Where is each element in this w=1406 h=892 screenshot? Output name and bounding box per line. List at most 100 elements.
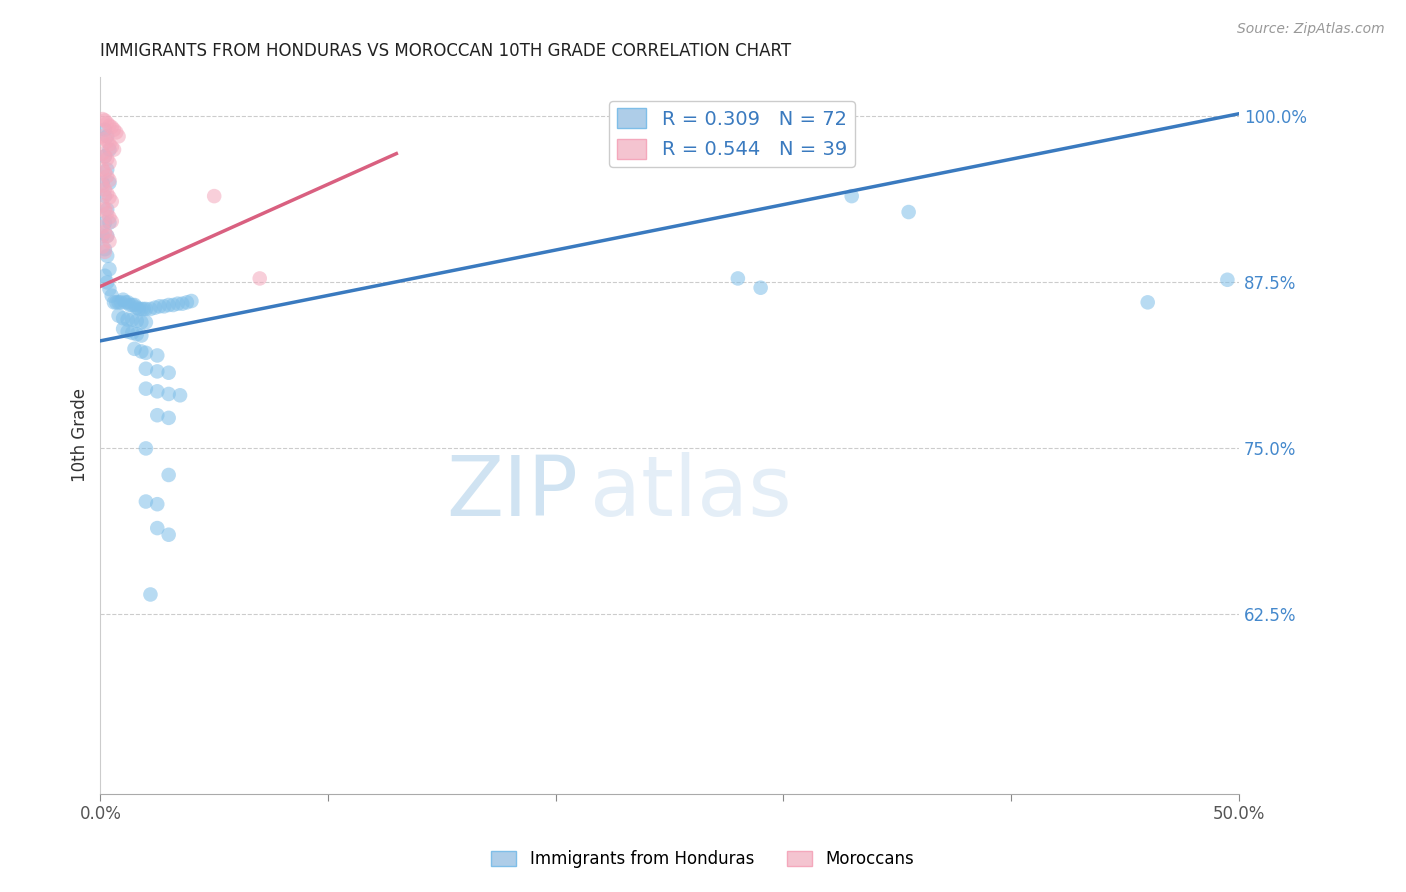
Point <box>153 299 176 313</box>
Point <box>96 249 118 263</box>
Point <box>202 189 225 203</box>
Point <box>98 216 121 230</box>
Point <box>131 328 153 343</box>
Point <box>103 295 125 310</box>
Point <box>117 312 139 326</box>
Point <box>180 293 202 308</box>
Point <box>94 182 117 196</box>
Point <box>98 262 121 277</box>
Point <box>107 309 129 323</box>
Text: atlas: atlas <box>591 452 792 533</box>
Point <box>135 315 157 329</box>
Text: IMMIGRANTS FROM HONDURAS VS MOROCCAN 10TH GRADE CORRELATION CHART: IMMIGRANTS FROM HONDURAS VS MOROCCAN 10T… <box>100 42 792 60</box>
Point <box>94 149 117 163</box>
Point <box>125 314 148 328</box>
Point <box>98 190 121 204</box>
Point <box>143 301 166 315</box>
Point <box>157 527 180 541</box>
Point <box>176 295 198 310</box>
Point <box>139 587 162 601</box>
Point <box>94 122 117 136</box>
Point <box>91 198 114 212</box>
Point <box>135 301 157 316</box>
Point <box>135 346 157 360</box>
Point <box>1216 273 1239 287</box>
Point <box>94 165 117 179</box>
Point <box>128 301 150 316</box>
Point <box>96 206 118 220</box>
Point <box>98 137 121 152</box>
Point <box>98 173 121 187</box>
Point <box>96 116 118 130</box>
Point <box>98 234 121 248</box>
Point <box>135 494 157 508</box>
Point <box>98 143 121 157</box>
Point <box>91 176 114 190</box>
Point <box>98 119 121 133</box>
Point <box>98 282 121 296</box>
Point <box>1136 295 1159 310</box>
Point <box>96 162 118 177</box>
Point <box>94 113 117 128</box>
Point <box>107 295 129 310</box>
Point <box>135 361 157 376</box>
Point <box>100 194 122 209</box>
Point <box>118 298 141 312</box>
Point <box>91 229 114 244</box>
Point <box>841 189 863 203</box>
Point <box>94 225 117 239</box>
Point <box>91 219 114 234</box>
Point <box>166 296 188 310</box>
Point <box>131 315 153 329</box>
Point <box>125 301 148 315</box>
Point <box>135 382 157 396</box>
Point <box>91 146 114 161</box>
Point <box>112 322 135 336</box>
Point <box>146 364 169 378</box>
Point <box>117 325 139 339</box>
Point <box>727 271 749 285</box>
Point <box>100 140 122 154</box>
Point <box>94 202 117 217</box>
Point <box>117 295 139 310</box>
Point <box>96 169 118 184</box>
Point <box>124 298 146 312</box>
Point <box>121 312 143 326</box>
Point <box>107 129 129 144</box>
Point <box>124 342 146 356</box>
Point <box>98 211 121 225</box>
Point <box>91 112 114 127</box>
Point <box>94 132 117 146</box>
Point <box>94 216 117 230</box>
Point <box>162 298 184 312</box>
Point <box>132 301 155 316</box>
Point <box>112 293 135 307</box>
Point <box>103 143 125 157</box>
Point <box>96 276 118 290</box>
Text: ZIP: ZIP <box>447 452 578 533</box>
Point <box>148 299 170 313</box>
Point <box>169 388 191 402</box>
Point <box>94 268 117 283</box>
Point <box>897 205 920 219</box>
Point <box>96 202 118 217</box>
Point <box>125 327 148 342</box>
Point <box>146 408 169 422</box>
Point <box>96 229 118 244</box>
Point <box>110 295 132 310</box>
Point <box>146 384 169 399</box>
Point <box>114 295 136 310</box>
Point <box>105 295 128 310</box>
Point <box>146 497 169 511</box>
Point <box>131 344 153 359</box>
Point <box>100 120 122 134</box>
Point <box>94 242 117 256</box>
Point <box>135 442 157 456</box>
Point <box>121 298 143 312</box>
Point <box>96 135 118 149</box>
Point <box>98 176 121 190</box>
Point <box>121 326 143 340</box>
Point <box>157 410 180 425</box>
Legend: Immigrants from Honduras, Moroccans: Immigrants from Honduras, Moroccans <box>485 844 921 875</box>
Text: Source: ZipAtlas.com: Source: ZipAtlas.com <box>1237 22 1385 37</box>
